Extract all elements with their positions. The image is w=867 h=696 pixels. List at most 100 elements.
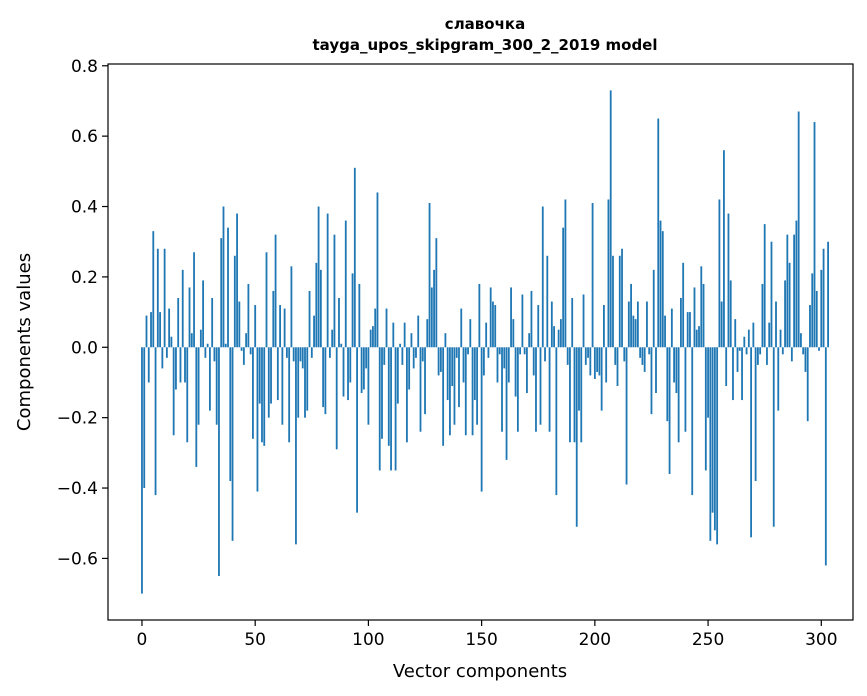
y-tick-label: 0.2 [71, 268, 98, 288]
bar-29 [206, 343, 209, 348]
bar-252 [711, 347, 714, 513]
y-tick-label: −0.6 [57, 549, 98, 569]
bar-290 [797, 111, 800, 348]
bar-196 [584, 347, 587, 365]
bar-180 [548, 347, 551, 432]
bar-256 [720, 301, 723, 348]
bar-294 [806, 347, 809, 422]
bar-259 [727, 213, 730, 348]
bar-1 [143, 347, 146, 489]
bar-286 [788, 262, 791, 348]
bar-151 [482, 347, 485, 376]
bar-231 [664, 315, 666, 348]
x-axis-ticks: 0 50 100 150 200 250 300 [137, 620, 838, 650]
bar-179 [546, 255, 549, 348]
chart-subtitle: tayga_upos_skipgram_300_2_2019 model [313, 36, 658, 54]
bar-154 [489, 287, 492, 348]
bar-181 [550, 301, 553, 348]
bar-177 [541, 206, 544, 348]
bar-134 [444, 333, 447, 348]
bar-79 [319, 269, 322, 348]
bar-122 [417, 315, 420, 348]
bar-219 [636, 301, 639, 348]
bar-27 [202, 280, 205, 348]
x-tick-label: 150 [465, 630, 497, 650]
bar-2 [145, 315, 148, 348]
bar-228 [657, 118, 660, 348]
bar-120 [412, 347, 415, 369]
bar-278 [770, 241, 773, 348]
bar-63 [283, 308, 286, 348]
bar-292 [802, 347, 805, 355]
bar-114 [399, 343, 402, 348]
bar-64 [285, 347, 288, 358]
bar-229 [659, 220, 662, 348]
bar-186 [562, 227, 565, 348]
bar-52 [258, 347, 261, 404]
bar-250 [707, 347, 709, 418]
bar-241 [686, 312, 689, 348]
bar-277 [768, 322, 771, 348]
bar-3 [147, 347, 150, 383]
bar-7 [156, 248, 159, 348]
bar-178 [544, 347, 546, 362]
bar-150 [480, 347, 483, 492]
bar-235 [673, 347, 676, 383]
bar-107 [383, 347, 386, 365]
bar-216 [630, 283, 632, 348]
bar-58 [272, 290, 275, 348]
bar-285 [786, 234, 789, 348]
bar-261 [732, 347, 734, 401]
bar-88 [340, 343, 343, 348]
bar-198 [589, 347, 592, 376]
bar-163 [510, 287, 512, 348]
bar-21 [188, 287, 191, 348]
bar-253 [713, 347, 716, 531]
bar-227 [655, 347, 657, 394]
bar-287 [790, 347, 793, 362]
bar-77 [315, 262, 318, 348]
y-axis-label: Components values [14, 253, 35, 431]
bar-220 [639, 347, 642, 358]
bar-258 [725, 347, 728, 386]
bar-6 [154, 347, 157, 496]
bar-97 [360, 347, 363, 394]
bar-102 [372, 326, 374, 348]
bar-0 [141, 347, 143, 594]
bar-45 [242, 347, 245, 365]
bar-148 [476, 347, 479, 425]
x-tick-label: 100 [352, 630, 384, 650]
bar-124 [421, 347, 424, 362]
bars-group [141, 90, 829, 594]
bar-188 [566, 347, 569, 365]
bar-159 [501, 347, 503, 432]
bar-43 [238, 301, 241, 348]
bar-217 [632, 315, 635, 348]
bar-273 [759, 347, 762, 355]
bar-37 [224, 343, 227, 348]
bar-245 [695, 329, 698, 348]
bar-280 [775, 301, 777, 348]
x-tick-label: 200 [579, 630, 611, 650]
bar-67 [292, 347, 295, 362]
bar-23 [193, 252, 195, 348]
bar-5 [152, 231, 155, 348]
bar-223 [646, 301, 648, 348]
bar-173 [532, 347, 535, 376]
bar-206 [607, 199, 610, 348]
bar-55 [265, 252, 268, 348]
bar-225 [650, 347, 653, 415]
bar-141 [460, 308, 463, 348]
bar-164 [512, 319, 515, 348]
bar-176 [539, 347, 542, 425]
bar-283 [781, 347, 784, 355]
bar-40 [231, 347, 234, 541]
bar-12 [168, 308, 171, 348]
bar-204 [603, 305, 605, 348]
bar-83 [329, 347, 331, 358]
bar-203 [600, 347, 603, 411]
bar-118 [408, 347, 411, 390]
bar-31 [211, 298, 214, 348]
bar-117 [406, 347, 408, 443]
